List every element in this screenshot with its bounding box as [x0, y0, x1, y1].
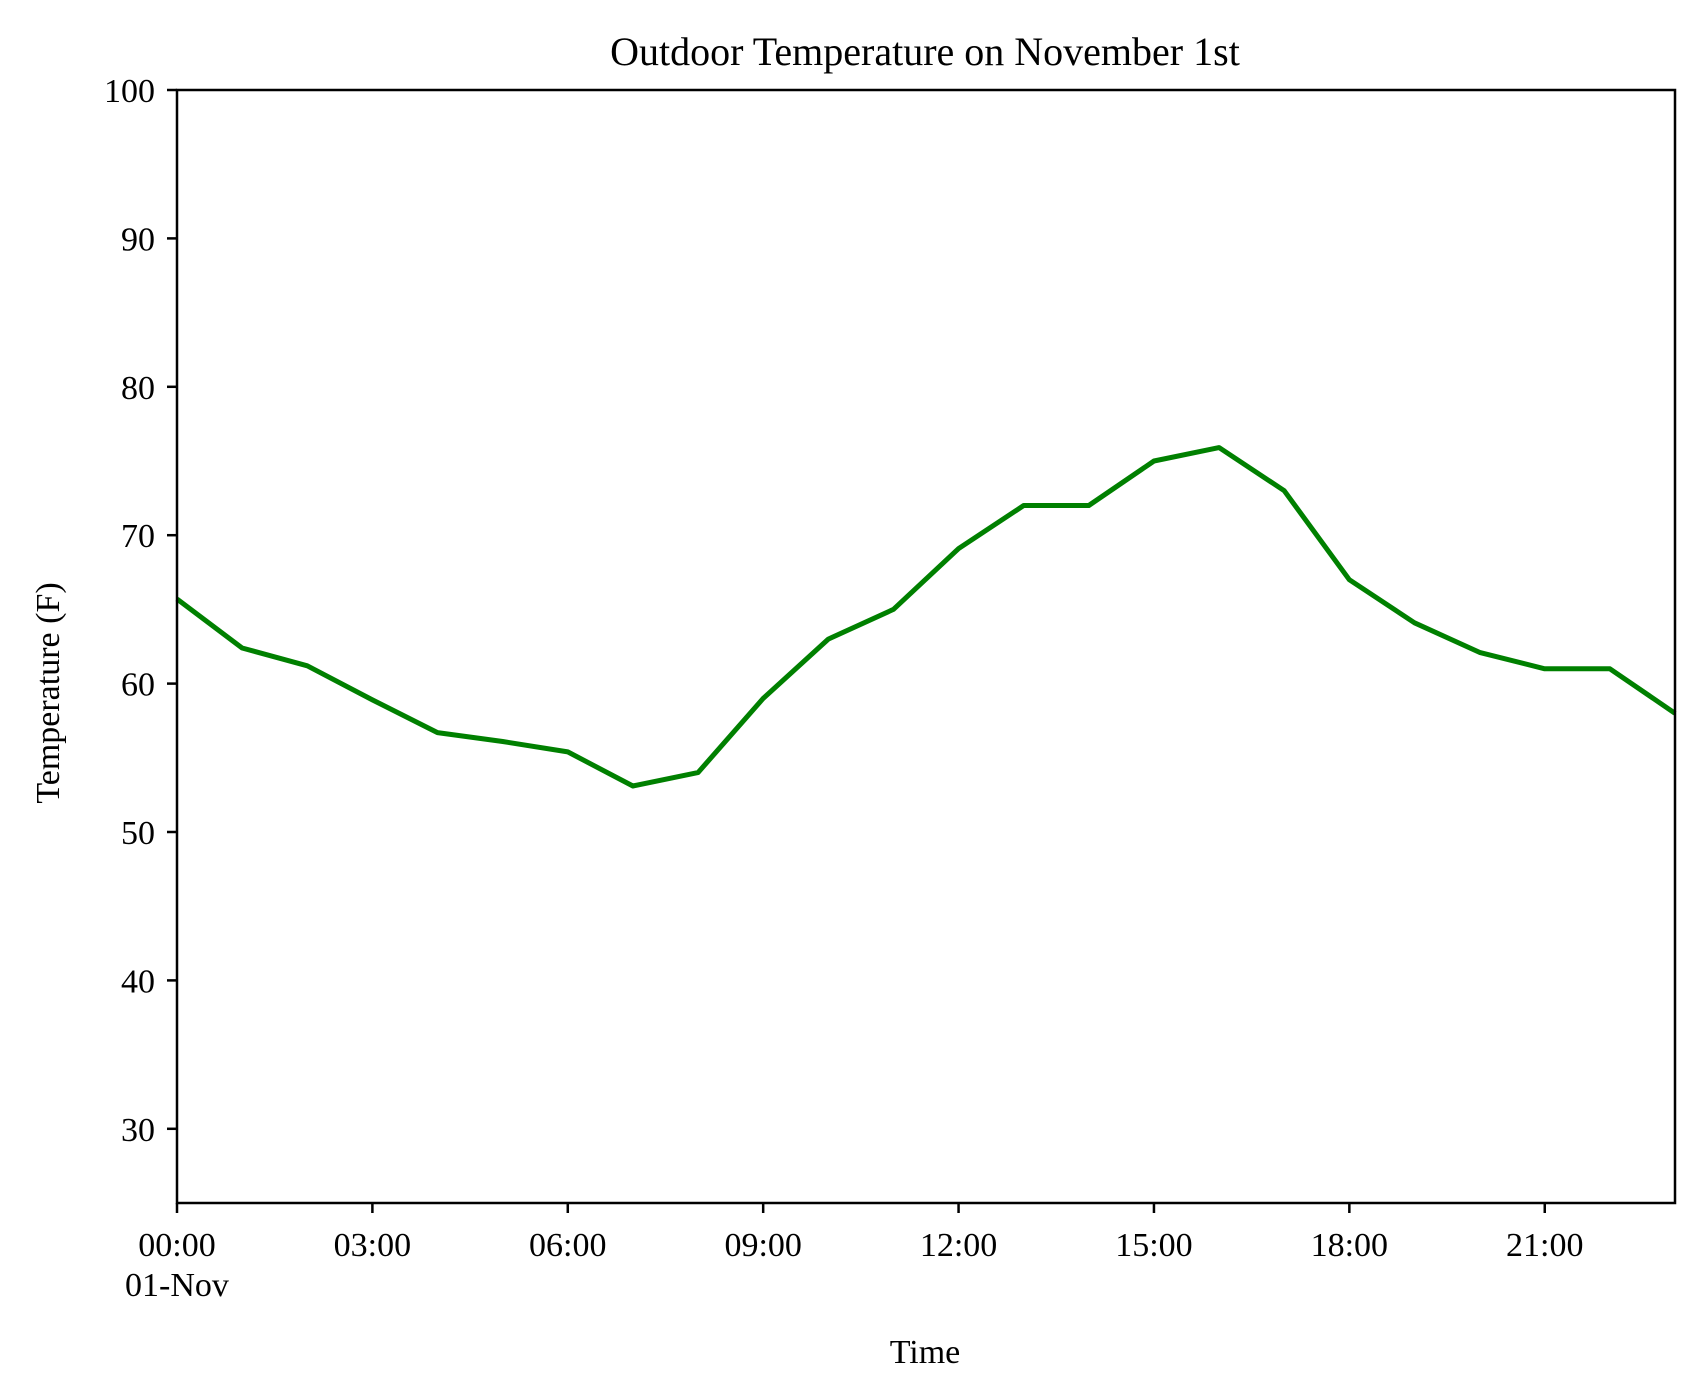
y-tick-label: 40: [121, 963, 155, 1000]
x-tick-label: 03:00: [334, 1227, 411, 1264]
temperature-line: [175, 445, 1677, 789]
chart-title: Outdoor Temperature on November 1st: [610, 29, 1240, 74]
x-tick-label: 21:00: [1506, 1227, 1583, 1264]
x-tick-label: 18:00: [1311, 1227, 1388, 1264]
data-lines: [175, 445, 1677, 789]
y-axis: 30 40 50 60 70 80 90 100: [104, 73, 177, 1149]
x-tick-label: 00:00: [138, 1227, 215, 1264]
x-tick-label: 06:00: [529, 1227, 606, 1264]
plot-frame: [175, 88, 1677, 1205]
y-tick-label: 100: [104, 73, 155, 110]
y-tick-label: 90: [121, 221, 155, 258]
x-tick-label: 12:00: [920, 1227, 997, 1264]
y-tick-label: 80: [121, 370, 155, 407]
x-tick-label: 15:00: [1115, 1227, 1192, 1264]
x-tick-sublabel: 01-Nov: [125, 1267, 229, 1304]
y-tick-label: 50: [121, 815, 155, 852]
y-tick-label: 70: [121, 518, 155, 555]
y-tick-label: 30: [121, 1112, 155, 1149]
x-axis-label: Time: [890, 1334, 961, 1371]
x-tick-label: 09:00: [724, 1227, 801, 1264]
y-tick-label: 60: [121, 667, 155, 704]
y-axis-label: Temperature (F): [30, 582, 67, 803]
